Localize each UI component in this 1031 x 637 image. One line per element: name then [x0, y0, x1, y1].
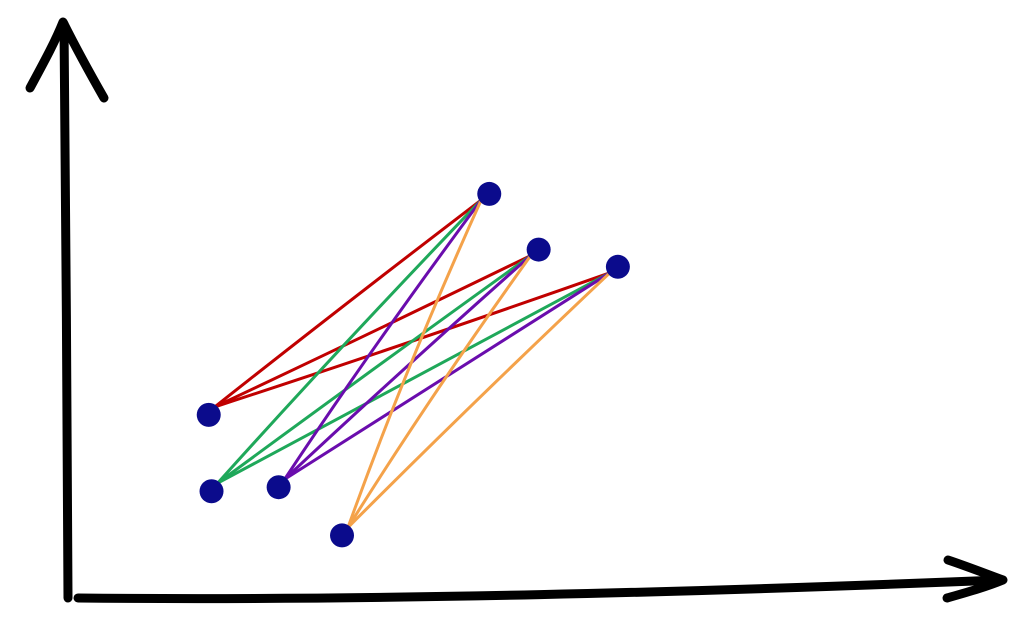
- connector-line: [346, 271, 612, 529]
- data-point: [266, 475, 291, 500]
- data-point: [526, 237, 551, 262]
- y-axis-arrowhead: [25, 17, 109, 103]
- connector-line: [216, 254, 533, 485]
- data-point: [477, 181, 502, 206]
- x-axis: [73, 575, 1005, 604]
- connector-line: [216, 198, 483, 485]
- connector-line: [216, 271, 612, 485]
- y-axis: [59, 19, 73, 603]
- data-point: [196, 402, 221, 427]
- axes: [25, 17, 1008, 604]
- connector-line: [283, 271, 612, 481]
- data-points: [196, 181, 630, 548]
- connector-line: [213, 198, 483, 409]
- data-point: [330, 523, 355, 548]
- data-point: [199, 479, 224, 504]
- connector-line: [283, 254, 533, 481]
- connector-line: [213, 254, 533, 409]
- data-point: [605, 254, 630, 279]
- connector-line: [346, 198, 483, 529]
- connector-line: [283, 198, 483, 481]
- connector-line: [346, 254, 533, 529]
- x-axis-arrowhead: [942, 555, 1008, 603]
- connector-lines: [213, 198, 612, 529]
